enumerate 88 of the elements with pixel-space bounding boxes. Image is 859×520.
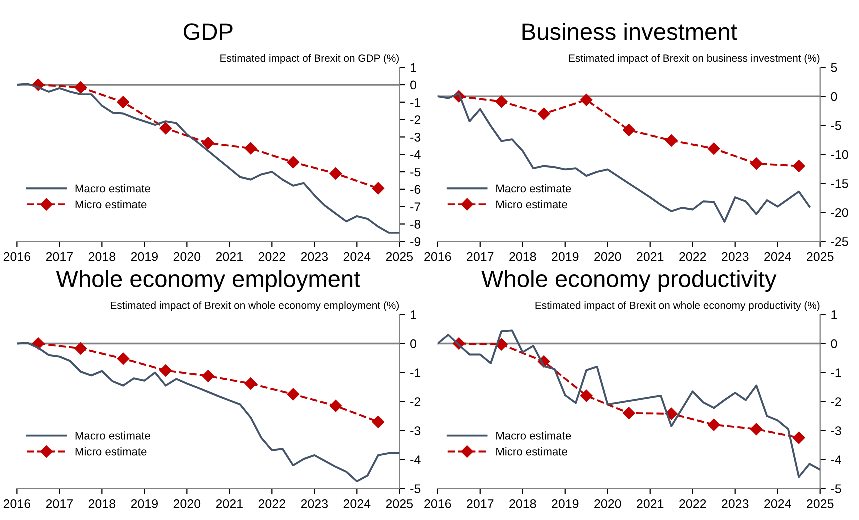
y-tick-label: -1 — [410, 98, 421, 107]
y-tick-label: -2 — [410, 116, 421, 124]
y-tick-label: -4 — [410, 150, 421, 160]
y-tick-label: 1 — [411, 64, 416, 72]
x-tick-label: 2019 — [552, 500, 579, 508]
y-tick-label: -5 — [410, 484, 421, 494]
x-tick-label: 2025 — [386, 500, 414, 508]
x-tick-label: 2022 — [680, 500, 706, 508]
y-tick-label: 0 — [410, 340, 417, 348]
y-tick-label: -5 — [831, 122, 842, 130]
y-tick-label: -3 — [410, 426, 421, 436]
y-tick-label: -15 — [831, 180, 848, 188]
y-tick-label: -9 — [410, 237, 421, 246]
x-tick-label: 2023 — [301, 500, 328, 508]
x-tick-label: 2021 — [216, 500, 243, 508]
y-tick-label: -4 — [410, 456, 421, 464]
y-tick-label: -6 — [410, 185, 421, 194]
y-tick-label: -3 — [410, 133, 421, 142]
y-tick-label: 1 — [832, 310, 838, 320]
x-tick-label: 2020 — [174, 500, 201, 508]
y-tick-label: -1 — [410, 368, 421, 378]
x-tick-label: 2024 — [344, 252, 371, 262]
x-tick-label: 2020 — [174, 252, 201, 262]
legend-label: Micro estimate — [76, 200, 147, 209]
x-tick-label: 2017 — [46, 252, 73, 262]
x-tick-label: 2016 — [4, 252, 31, 262]
y-tick-label: -10 — [831, 150, 848, 160]
x-tick-label: 2022 — [680, 252, 706, 262]
y-axis-title: Estimated impact of Brexit on whole economy employment (%) — [111, 302, 400, 312]
legend-label: Micro estimate — [496, 448, 568, 456]
x-tick-label: 2021 — [637, 500, 664, 508]
x-tick-label: 2024 — [344, 500, 371, 508]
chart-title: Whole economy productivity — [482, 270, 777, 292]
legend-label: Macro estimate — [496, 432, 572, 440]
y-axis-title: Estimated impact of Brexit on business investment (%) — [569, 54, 820, 64]
y-tick-label: -25 — [831, 237, 848, 246]
y-tick-label: 0 — [831, 340, 838, 348]
y-tick-label: 1 — [411, 310, 416, 320]
x-tick-label: 2023 — [722, 252, 749, 262]
y-axis-title: Estimated impact of Brexit on whole economy productivity (%) — [536, 302, 820, 312]
x-tick-label: 2025 — [807, 252, 834, 262]
legend-label: Micro estimate — [496, 200, 568, 209]
x-tick-label: 2016 — [424, 252, 452, 262]
chart-title: Business investment — [522, 22, 738, 40]
chart-title: Whole economy employment — [56, 270, 360, 292]
x-tick-label: 2025 — [807, 500, 834, 508]
x-tick-label: 2023 — [722, 500, 749, 508]
x-tick-label: 2022 — [258, 500, 286, 508]
y-axis-title: Estimated impact of Brexit on GDP (%) — [220, 54, 399, 64]
x-tick-label: 2018 — [510, 252, 536, 262]
y-tick-label: -8 — [410, 220, 421, 229]
legend-label: Macro estimate — [496, 184, 572, 193]
y-tick-label: 0 — [831, 92, 838, 102]
y-tick-label: 0 — [410, 80, 417, 90]
x-tick-label: 2024 — [764, 500, 792, 508]
y-tick-label: -2 — [831, 398, 842, 406]
x-tick-label: 2018 — [510, 500, 536, 508]
x-tick-label: 2021 — [637, 252, 664, 262]
y-tick-label: -2 — [410, 398, 421, 406]
x-tick-label: 2022 — [258, 252, 286, 262]
x-tick-label: 2023 — [301, 252, 328, 262]
x-tick-label: 2024 — [764, 252, 792, 262]
x-tick-label: 2017 — [46, 500, 73, 508]
y-tick-label: 5 — [831, 64, 838, 72]
x-tick-label: 2020 — [594, 500, 622, 508]
x-tick-label: 2020 — [594, 252, 622, 262]
y-tick-label: -20 — [831, 208, 848, 218]
legend-label: Macro estimate — [76, 432, 150, 440]
legend-label: Micro estimate — [76, 448, 147, 456]
legend-label: Macro estimate — [76, 184, 150, 193]
x-tick-label: 2016 — [424, 500, 452, 508]
y-tick-label: -7 — [410, 202, 421, 212]
x-tick-label: 2017 — [467, 500, 494, 508]
y-tick-label: -3 — [831, 426, 842, 436]
x-tick-label: 2018 — [88, 252, 116, 262]
y-tick-label: -5 — [410, 168, 421, 177]
chart-title: GDP — [184, 24, 233, 40]
x-tick-label: 2019 — [131, 500, 158, 508]
x-tick-label: 2016 — [4, 500, 31, 508]
x-tick-label: 2019 — [552, 252, 579, 262]
x-tick-label: 2025 — [386, 252, 414, 262]
x-tick-label: 2019 — [131, 252, 158, 262]
x-tick-label: 2017 — [467, 252, 494, 262]
x-tick-label: 2021 — [216, 252, 243, 262]
x-tick-label: 2018 — [88, 500, 116, 508]
y-tick-label: -5 — [831, 484, 842, 494]
y-tick-label: -1 — [831, 368, 842, 378]
y-tick-label: -4 — [831, 456, 842, 464]
